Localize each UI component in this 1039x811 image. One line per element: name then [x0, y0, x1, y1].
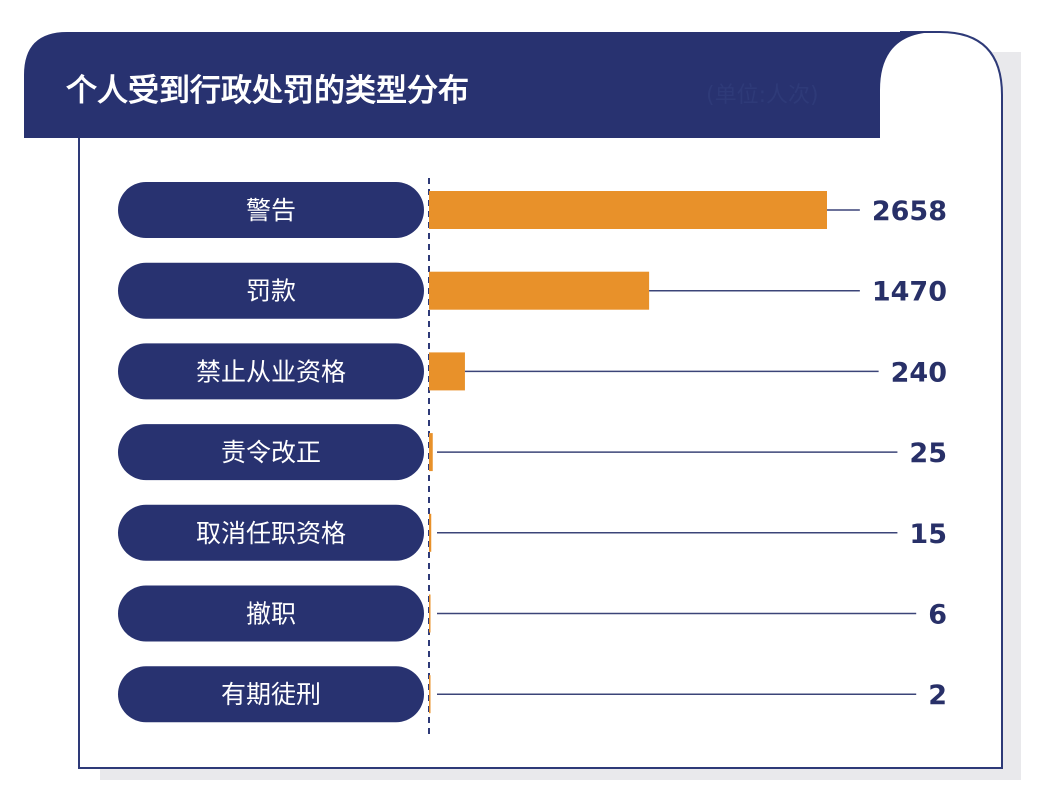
bar: [429, 352, 465, 391]
value-label: 2658: [872, 196, 947, 227]
value-label: 2: [928, 680, 947, 711]
category-label: 有期徒刑: [221, 680, 321, 709]
category-pill: [118, 182, 424, 238]
category-pill: [118, 666, 424, 723]
chart-rows: 警告 2658 罚款 1470 禁止从业资格 240 责令改正 25 取消任职资格 15 撤职 6 有期…: [118, 182, 947, 723]
category-label: 警告: [246, 196, 296, 225]
category-pill: [118, 504, 424, 561]
value-label: 240: [891, 357, 947, 388]
bar: [429, 594, 431, 633]
bar: [429, 433, 433, 472]
category-pill: [118, 585, 424, 642]
category-label: 罚款: [246, 277, 296, 306]
unit-label: (单位:人次): [706, 83, 819, 108]
title-banner: [24, 32, 938, 138]
value-label: 25: [909, 438, 947, 469]
category-label: 取消任职资格: [196, 519, 346, 548]
category-label: 禁止从业资格: [196, 357, 346, 386]
card-border: [78, 31, 1003, 769]
bar: [429, 513, 432, 552]
bar: [429, 675, 431, 714]
category-pill: [118, 343, 424, 400]
bar: [429, 271, 650, 310]
chart-title: 个人受到行政处罚的类型分布: [66, 73, 469, 109]
category-pill: [118, 262, 424, 319]
value-label: 6: [928, 600, 947, 631]
category-label: 责令改正: [221, 438, 321, 467]
category-pill: [118, 424, 424, 481]
category-label: 撤职: [246, 600, 296, 629]
bar: [429, 191, 827, 229]
value-label: 15: [909, 519, 947, 550]
value-label: 1470: [872, 277, 947, 308]
